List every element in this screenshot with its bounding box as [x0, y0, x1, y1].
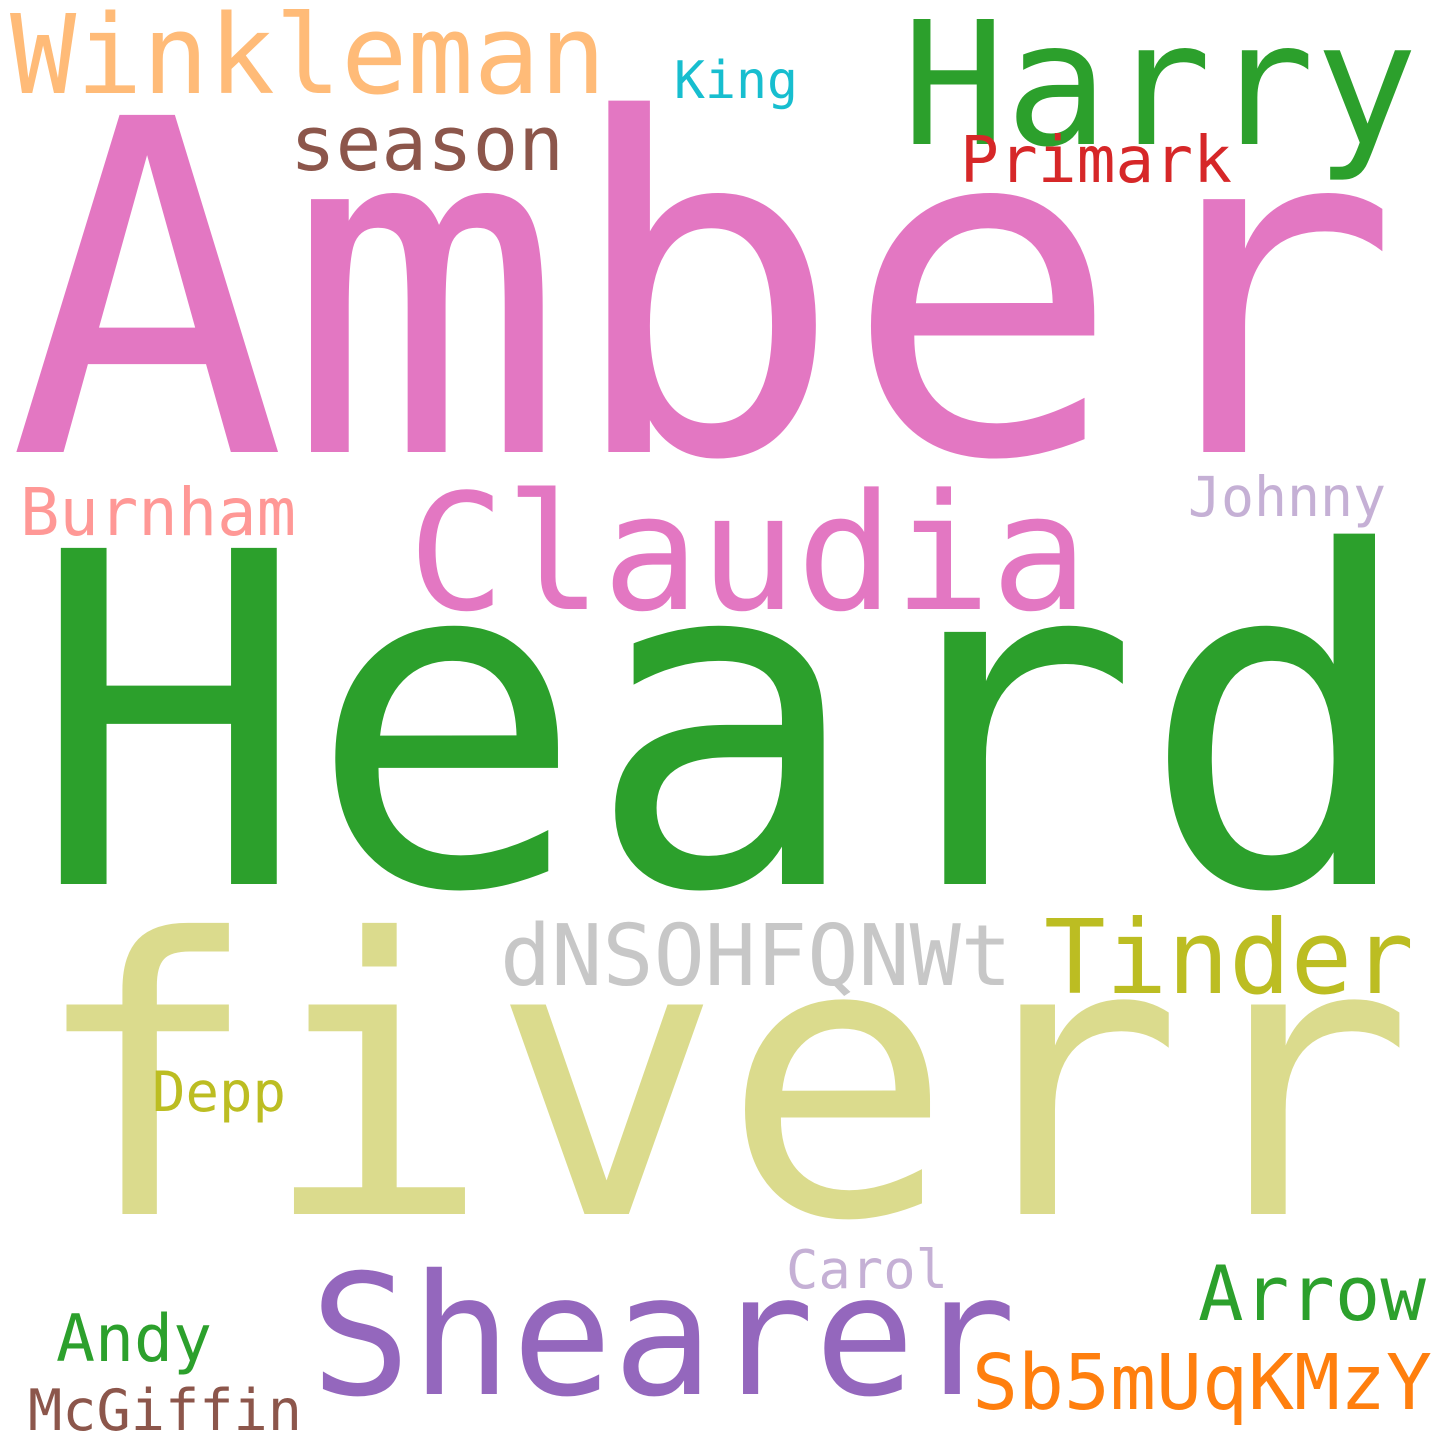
- word-shearer: Shearer: [310, 1239, 1016, 1435]
- word-claudia: Claudia: [407, 460, 1089, 649]
- word-burnham: Burnham: [19, 475, 297, 552]
- word-fiverr: fiverr: [30, 859, 1414, 1306]
- word-andy: Andy: [56, 1301, 212, 1377]
- word-harry: Harry: [902, 0, 1418, 185]
- word-heard: Heard: [30, 456, 1418, 994]
- word-king: King: [674, 51, 798, 112]
- word-tinder: Tinder: [1044, 898, 1414, 1018]
- word-dnsohfqnwt: dNSOHFQNWt: [499, 907, 1013, 1007]
- word-mcgiffin: McGiffin: [28, 1377, 302, 1440]
- word-arrow: Arrow: [1198, 1250, 1426, 1339]
- word-sb5muqkmzy: Sb5mUqKMzY: [971, 1338, 1432, 1428]
- word-carol: Carol: [786, 1238, 948, 1302]
- word-depp: Depp: [152, 1060, 286, 1126]
- word-primark: Primark: [960, 122, 1232, 198]
- word-winkleman: Winkleman: [9, 0, 607, 119]
- word-johnny: Johnny: [1188, 464, 1386, 529]
- word-amber: Amber: [8, 23, 1400, 562]
- word-season: season: [290, 100, 564, 189]
